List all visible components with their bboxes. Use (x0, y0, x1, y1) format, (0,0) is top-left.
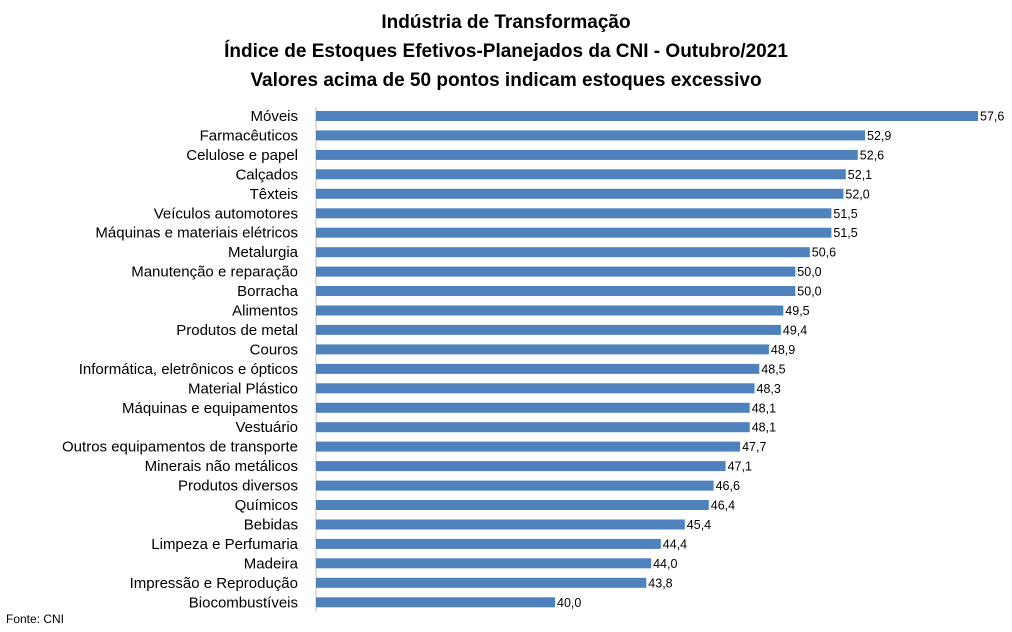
bar (316, 149, 858, 160)
category-label: Informática, eletrônicos e ópticos (79, 361, 298, 378)
value-label: 44,0 (653, 557, 677, 571)
value-label: 48,1 (752, 401, 776, 415)
value-label: 48,5 (761, 362, 785, 376)
value-label: 52,6 (860, 148, 884, 162)
value-label: 49,4 (783, 323, 807, 337)
bar (316, 130, 865, 141)
bar (316, 208, 832, 219)
value-label: 51,5 (833, 207, 857, 221)
category-label: Madeira (244, 555, 299, 572)
category-label: Metalurgia (228, 244, 299, 261)
value-label: 45,4 (687, 518, 711, 532)
value-label: 57,6 (980, 110, 1004, 124)
value-label: 48,1 (752, 421, 776, 435)
category-label: Máquinas e equipamentos (122, 400, 298, 417)
category-label: Biocombustíveis (189, 594, 298, 611)
category-label: Calçados (235, 166, 298, 183)
chart-title: Indústria de Transformação Índice de Est… (0, 8, 1012, 95)
bar (316, 461, 726, 472)
bar (316, 577, 647, 588)
bar (316, 422, 750, 433)
value-label: 49,5 (785, 304, 809, 318)
bar (316, 402, 750, 413)
value-label: 48,3 (757, 382, 781, 396)
bar (316, 558, 652, 569)
category-label: Outros equipamentos de transporte (62, 439, 298, 456)
category-label: Vestuário (235, 419, 298, 436)
value-label: 51,5 (833, 226, 857, 240)
bar (316, 480, 714, 491)
category-label: Material Plástico (188, 380, 298, 397)
category-label: Produtos de metal (176, 322, 298, 339)
bar (316, 305, 784, 316)
bar (316, 363, 760, 374)
bar (316, 266, 796, 277)
category-label: Alimentos (232, 303, 298, 320)
category-label: Manutenção e reparação (131, 264, 298, 281)
value-labels-group: 57,6 52,9 52,6 52,1 52,0 51,5 51,5 50,6 50,0 50,0… (557, 110, 1004, 610)
value-label: 44,4 (663, 537, 687, 551)
chart-title-line-2: Índice de Estoques Efetivos-Planejados d… (224, 41, 788, 62)
source-note: Fonte: CNI (6, 612, 65, 626)
category-label: Móveis (250, 108, 298, 125)
category-label: Impressão e Reprodução (130, 575, 298, 592)
value-label: 46,4 (711, 499, 735, 513)
value-label: 52,0 (845, 187, 869, 201)
bar (316, 538, 661, 549)
category-label: Bebidas (244, 517, 298, 534)
value-label: 50,6 (812, 246, 836, 260)
category-label: Veículos automotores (154, 205, 298, 222)
value-label: 50,0 (797, 285, 821, 299)
bar (316, 227, 832, 238)
value-label: 52,1 (848, 168, 872, 182)
value-label: 47,7 (742, 440, 766, 454)
category-label: Minerais não metálicos (145, 458, 298, 475)
bar (316, 324, 781, 335)
value-label: 43,8 (648, 576, 672, 590)
bar (316, 519, 685, 530)
category-label: Limpeza e Perfumaria (151, 536, 298, 553)
bar (316, 383, 755, 394)
category-label: Têxteis (250, 186, 298, 203)
value-label: 46,6 (716, 479, 740, 493)
chart-title-line-3: Valores acima de 50 pontos indicam estoq… (250, 70, 762, 91)
bar (316, 500, 709, 510)
category-label: Farmacêuticos (200, 127, 298, 144)
bar (316, 441, 741, 452)
category-label: Produtos diversos (178, 478, 298, 495)
value-label: 52,9 (867, 129, 891, 143)
category-label: Químicos (235, 497, 298, 514)
bar (316, 247, 810, 258)
value-label: 47,1 (728, 460, 752, 474)
bar (316, 111, 978, 121)
chart-title-line-1: Indústria de Transformação (381, 12, 631, 33)
value-label: 50,0 (797, 265, 821, 279)
value-label: 40,0 (557, 596, 581, 610)
bar (316, 169, 846, 180)
bar (316, 597, 555, 608)
category-labels-group: Móveis Farmacêuticos Celulose e papel Calça… (62, 108, 299, 611)
bar (316, 188, 844, 199)
value-label: 48,9 (771, 343, 795, 357)
bars-group (316, 111, 978, 608)
category-label: Celulose e papel (186, 147, 298, 164)
bar (316, 286, 796, 296)
category-label: Couros (250, 341, 298, 358)
category-label: Borracha (237, 283, 299, 300)
bar (316, 344, 769, 355)
category-label: Máquinas e materiais elétricos (95, 225, 298, 242)
